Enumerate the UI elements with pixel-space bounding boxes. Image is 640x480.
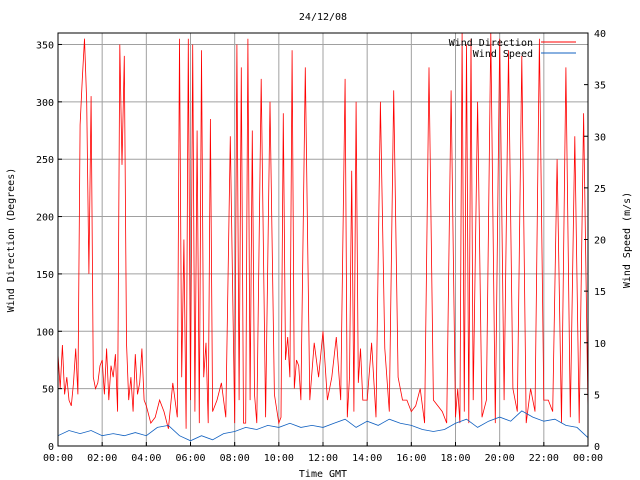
y-tick-label: 150 <box>36 270 54 281</box>
y-tick-label: 350 <box>36 40 54 51</box>
legend-label-wind-direction: Wind Direction <box>449 38 533 49</box>
x-tick-label: 02:00 <box>87 453 117 464</box>
y2-axis-label: Wind Speed (m/s) <box>622 192 633 288</box>
y2-tick-label: 40 <box>594 29 606 40</box>
x-tick-label: 00:00 <box>573 453 603 464</box>
x-tick-label: 06:00 <box>175 453 205 464</box>
legend: Wind Direction Wind Speed <box>449 38 576 60</box>
y2-tick-label: 5 <box>594 390 600 401</box>
x-axis-label: Time GMT <box>299 469 347 480</box>
x-tick-label: 08:00 <box>220 453 250 464</box>
chart-title: 24/12/08 <box>299 12 347 23</box>
y2-tick-label: 15 <box>594 287 606 298</box>
y2-tick-label: 35 <box>594 81 606 92</box>
y-tick-label: 50 <box>42 385 54 396</box>
y-tick-label: 200 <box>36 213 54 224</box>
x-tick-label: 18:00 <box>440 453 470 464</box>
y2-tick-label: 30 <box>594 132 606 143</box>
grid-lines <box>58 33 588 446</box>
x-tick-label: 10:00 <box>264 453 294 464</box>
series-line-wind-speed <box>57 410 589 442</box>
y-tick-label: 0 <box>48 442 54 453</box>
y-axis-label: Wind Direction (Degrees) <box>6 168 17 313</box>
y-tick-label: 100 <box>36 327 54 338</box>
x-tick-label: 14:00 <box>352 453 382 464</box>
y2-tick-label: 25 <box>594 184 606 195</box>
series-layer <box>57 32 589 442</box>
series-line-wind-direction <box>57 32 589 429</box>
y2-tick-label: 10 <box>594 339 606 350</box>
y-tick-label: 300 <box>36 98 54 109</box>
x-tick-label: 12:00 <box>308 453 338 464</box>
x-tick-label: 04:00 <box>131 453 161 464</box>
x-tick-label: 22:00 <box>529 453 559 464</box>
y2-tick-label: 0 <box>594 442 600 453</box>
legend-label-wind-speed: Wind Speed <box>473 49 533 60</box>
axis-ticks: 00:00 02:00 04:00 06:00 08:00 10:00 12:00 14:00… <box>36 29 606 464</box>
x-tick-label: 16:00 <box>396 453 426 464</box>
y-tick-label: 250 <box>36 155 54 166</box>
y2-tick-label: 20 <box>594 236 606 247</box>
x-tick-label: 00:00 <box>43 453 73 464</box>
x-tick-label: 20:00 <box>485 453 515 464</box>
